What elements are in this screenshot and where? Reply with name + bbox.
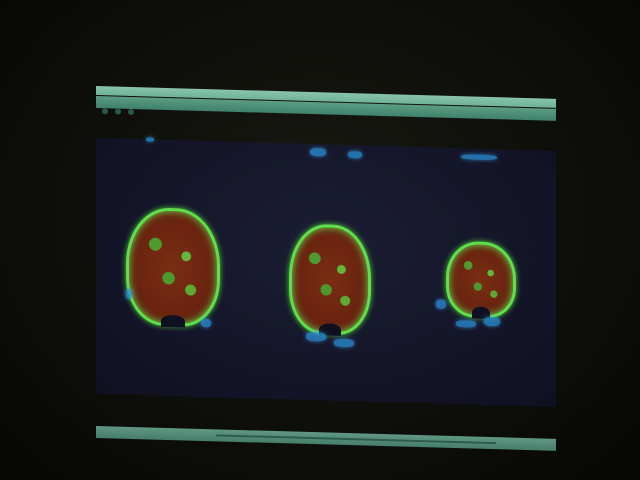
projected-screen xyxy=(96,86,556,461)
close-window-icon xyxy=(102,108,108,115)
blue-highlight xyxy=(484,316,500,327)
blue-highlight xyxy=(436,299,446,309)
brain-scan-slice-middle xyxy=(289,223,371,336)
blue-highlight xyxy=(306,331,326,342)
blue-highlight xyxy=(348,151,362,159)
horizontal-scrollbar[interactable] xyxy=(216,434,496,445)
brain-scan-image-area xyxy=(96,137,556,407)
bottom-status-bar xyxy=(96,426,556,451)
blue-highlight xyxy=(334,338,354,348)
brain-scan-slice-left xyxy=(126,206,220,328)
blue-highlight xyxy=(146,137,154,142)
minimize-window-icon xyxy=(115,108,122,115)
blue-highlight xyxy=(126,288,132,300)
blue-highlight xyxy=(456,320,476,328)
blue-highlight xyxy=(201,318,211,328)
zoom-window-icon xyxy=(128,108,135,116)
blue-highlight xyxy=(461,154,497,161)
blue-highlight xyxy=(310,147,326,157)
brain-scan-slice-right xyxy=(446,240,516,319)
window-controls xyxy=(102,99,136,119)
